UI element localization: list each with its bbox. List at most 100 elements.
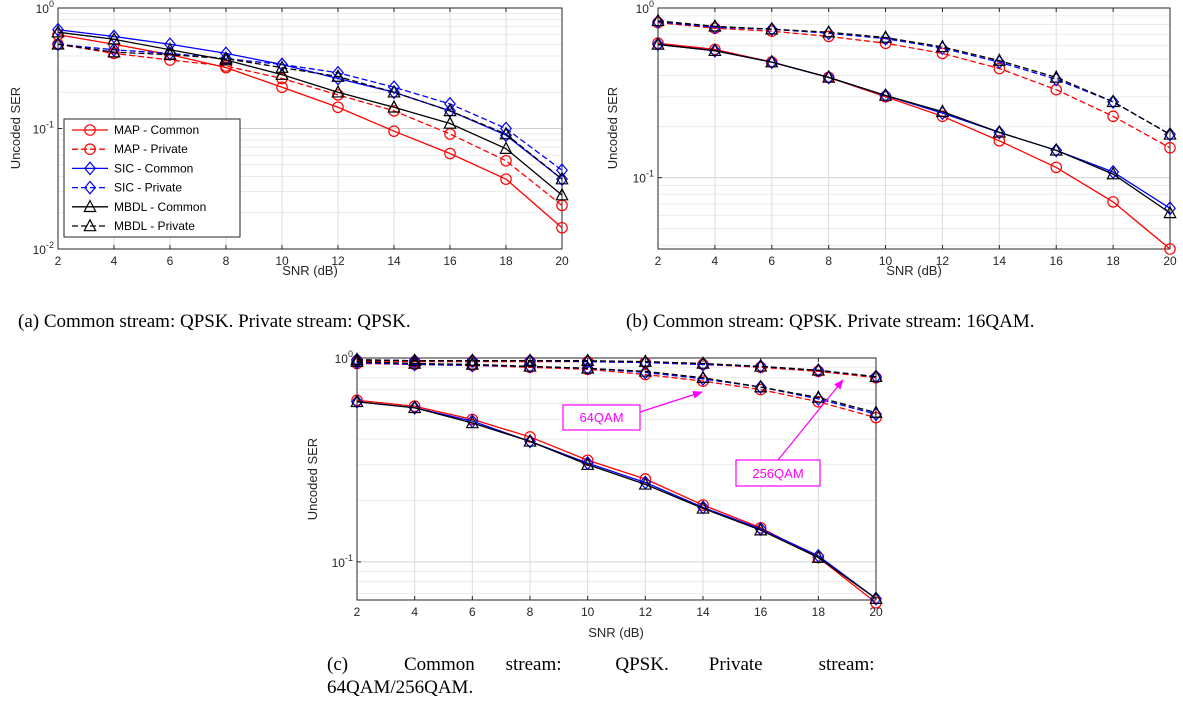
panel-c: 2 4 6 8 10 12 14 16 18 20 10-1 100 SNR (dB) Uncoded S…	[305, 349, 883, 640]
data-point	[812, 363, 825, 378]
data-point	[811, 362, 826, 376]
annotation-box	[735, 459, 821, 487]
data-point	[1106, 94, 1120, 108]
data-point	[1050, 83, 1063, 96]
data-point	[935, 104, 950, 117]
x-tick-label: 20	[555, 254, 569, 268]
series-line	[57, 43, 563, 171]
data-point	[708, 43, 722, 57]
series-line	[57, 31, 563, 196]
data-point	[555, 171, 569, 185]
annotation-arrow	[639, 390, 703, 413]
data-point	[350, 352, 364, 366]
series-mbdl-private	[51, 36, 569, 185]
caption-a: (a) Common stream: QPSK. Private stream:…	[18, 311, 411, 332]
x-tick-label: 6	[768, 254, 775, 268]
data-point	[879, 31, 892, 46]
x-tick-label: 2	[655, 254, 662, 268]
series-mbdl-common	[651, 36, 1177, 219]
data-point	[351, 394, 363, 409]
data-point	[332, 101, 344, 114]
series-line	[57, 34, 563, 229]
data-point	[708, 20, 721, 35]
data-point	[879, 88, 892, 103]
legend-marker	[84, 180, 96, 195]
data-point	[754, 359, 767, 374]
data-point	[108, 42, 120, 57]
series-line	[356, 399, 877, 604]
data-point	[869, 591, 883, 604]
data-point	[556, 163, 568, 178]
x-tick-label: 18	[499, 254, 513, 268]
x-tick-label: 10	[879, 254, 893, 268]
y-tick-label: 10-1	[33, 120, 54, 137]
series-line	[356, 359, 877, 378]
x-tick-label: 4	[712, 254, 719, 268]
series-line	[57, 43, 563, 180]
data-point	[407, 355, 422, 369]
data-point	[993, 62, 1006, 75]
data-point	[651, 13, 665, 27]
x-tick-label: 18	[1106, 254, 1120, 268]
data-point	[1164, 243, 1176, 255]
data-point	[275, 67, 289, 80]
x-tick-label: 4	[111, 254, 118, 268]
data-point	[696, 355, 710, 369]
data-point	[556, 221, 568, 234]
data-point	[387, 84, 401, 98]
legend-label: MBDL - Private	[114, 219, 195, 233]
series-sic-common	[351, 394, 882, 606]
data-point	[350, 394, 364, 408]
legend-box	[63, 118, 241, 238]
data-point	[407, 400, 422, 414]
data-point	[581, 361, 594, 376]
data-point	[220, 60, 232, 72]
data-point	[466, 353, 479, 368]
data-point	[51, 36, 65, 50]
x-tick-label: 10	[581, 605, 595, 619]
series-line	[657, 21, 1171, 135]
data-point	[1050, 143, 1063, 158]
data-point	[523, 353, 537, 366]
y-tick-label: 10-2	[33, 240, 54, 257]
data-point	[992, 124, 1007, 138]
data-point	[388, 125, 400, 137]
x-tick-label: 12	[639, 605, 653, 619]
data-point	[1163, 126, 1177, 140]
data-point	[652, 14, 664, 29]
data-point	[822, 26, 835, 41]
y-tick-label: 100	[335, 349, 353, 366]
data-point	[821, 24, 836, 38]
data-point	[870, 369, 882, 384]
data-point	[581, 454, 594, 467]
data-point	[107, 31, 121, 45]
data-point	[821, 69, 836, 83]
x-tick-label: 12	[331, 254, 345, 268]
data-point	[408, 400, 421, 415]
data-point	[499, 126, 513, 140]
data-point	[500, 154, 512, 167]
data-point	[52, 37, 64, 52]
data-point	[1164, 142, 1176, 154]
series-line	[356, 360, 877, 379]
data-point	[822, 70, 835, 85]
data-point	[444, 128, 456, 140]
data-point	[765, 54, 779, 68]
series-line	[657, 21, 1171, 149]
x-axis-label: SNR (dB)	[886, 263, 942, 278]
series-line	[356, 401, 877, 600]
series-line	[657, 43, 1171, 214]
legend-label: MAP - Private	[114, 142, 188, 156]
data-point	[708, 43, 721, 58]
x-axis-label: SNR (dB)	[588, 625, 644, 640]
x-tick-label: 14	[696, 605, 710, 619]
data-point	[811, 390, 826, 403]
y-axis-label: Uncoded SER	[305, 438, 320, 520]
data-point	[580, 457, 595, 470]
data-point	[753, 522, 768, 536]
series-line	[356, 401, 877, 600]
data-point	[638, 354, 653, 367]
data-point	[555, 187, 569, 201]
x-tick-label: 2	[354, 605, 361, 619]
data-point	[753, 379, 768, 393]
